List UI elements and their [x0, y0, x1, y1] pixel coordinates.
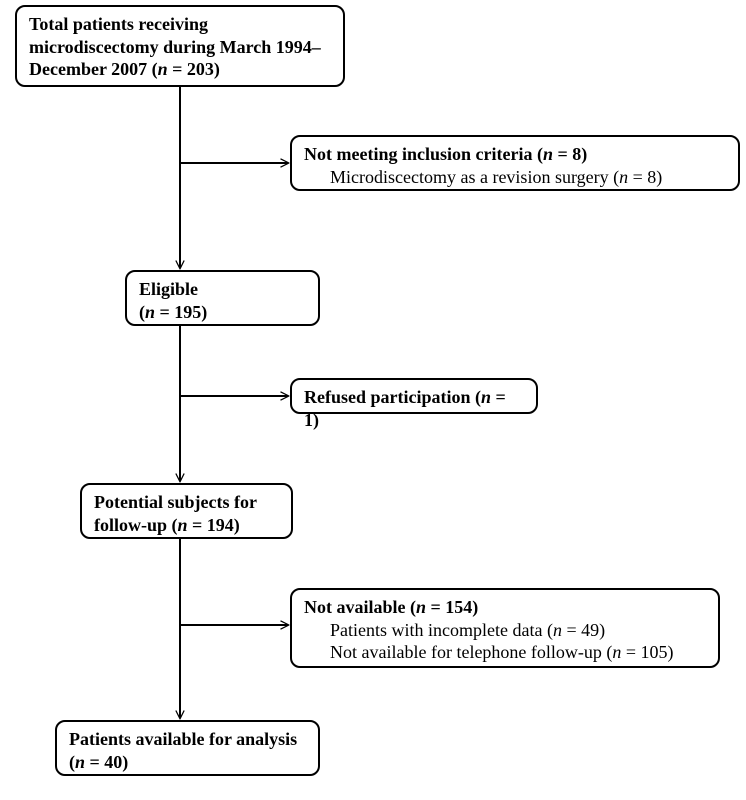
node-excl3-d1-tail: = 49)	[562, 620, 605, 640]
node-total-ntail: = 203)	[168, 59, 220, 79]
node-excl3-ntail: = 154)	[426, 597, 478, 617]
node-excl1-nvar: n	[543, 144, 553, 164]
flowchart-node-final: Patients available for analysis (n = 40)	[55, 720, 320, 776]
flowchart-node-exclusion-criteria: Not meeting inclusion criteria (n = 8) M…	[290, 135, 740, 191]
node-final-title: Patients available for analysis	[69, 728, 306, 751]
node-excl1-title: Not meeting inclusion criteria (	[304, 144, 543, 164]
node-potential-ntail: = 194)	[188, 515, 240, 535]
node-excl1-ntail: = 8)	[553, 144, 587, 164]
flowchart-node-potential: Potential subjects for follow-up (n = 19…	[80, 483, 293, 539]
node-eligible-l2tail: = 195)	[155, 302, 207, 322]
node-excl3-d2-pre: Not available for telephone follow-up (	[330, 642, 612, 662]
node-final-l2tail: = 40)	[85, 752, 128, 772]
node-excl1-detail-pre: Microdiscectomy as a revision surgery (	[330, 167, 619, 187]
node-excl3-nvar: n	[416, 597, 426, 617]
flowchart-node-not-available: Not available (n = 154) Patients with in…	[290, 588, 720, 668]
node-excl1-detail-var: n	[619, 167, 628, 187]
node-excl3-d1-var: n	[553, 620, 562, 640]
node-excl1-detail-tail: = 8)	[628, 167, 662, 187]
node-excl3-d2-tail: = 105)	[621, 642, 673, 662]
flowchart-node-eligible: Eligible (n = 195)	[125, 270, 320, 326]
node-total-nvar: n	[158, 59, 168, 79]
node-final-l2var: n	[75, 752, 85, 772]
node-potential-nvar: n	[178, 515, 188, 535]
node-excl3-title: Not available (	[304, 597, 416, 617]
node-eligible-title: Eligible	[139, 278, 306, 301]
flowchart-node-total: Total patients receiving microdiscectomy…	[15, 5, 345, 87]
node-excl2-nvar: n	[481, 387, 491, 407]
node-excl3-d1-pre: Patients with incomplete data (	[330, 620, 553, 640]
node-eligible-l2var: n	[145, 302, 155, 322]
node-excl2-title: Refused participation (	[304, 387, 481, 407]
flowchart-node-refused: Refused participation (n = 1)	[290, 378, 538, 414]
